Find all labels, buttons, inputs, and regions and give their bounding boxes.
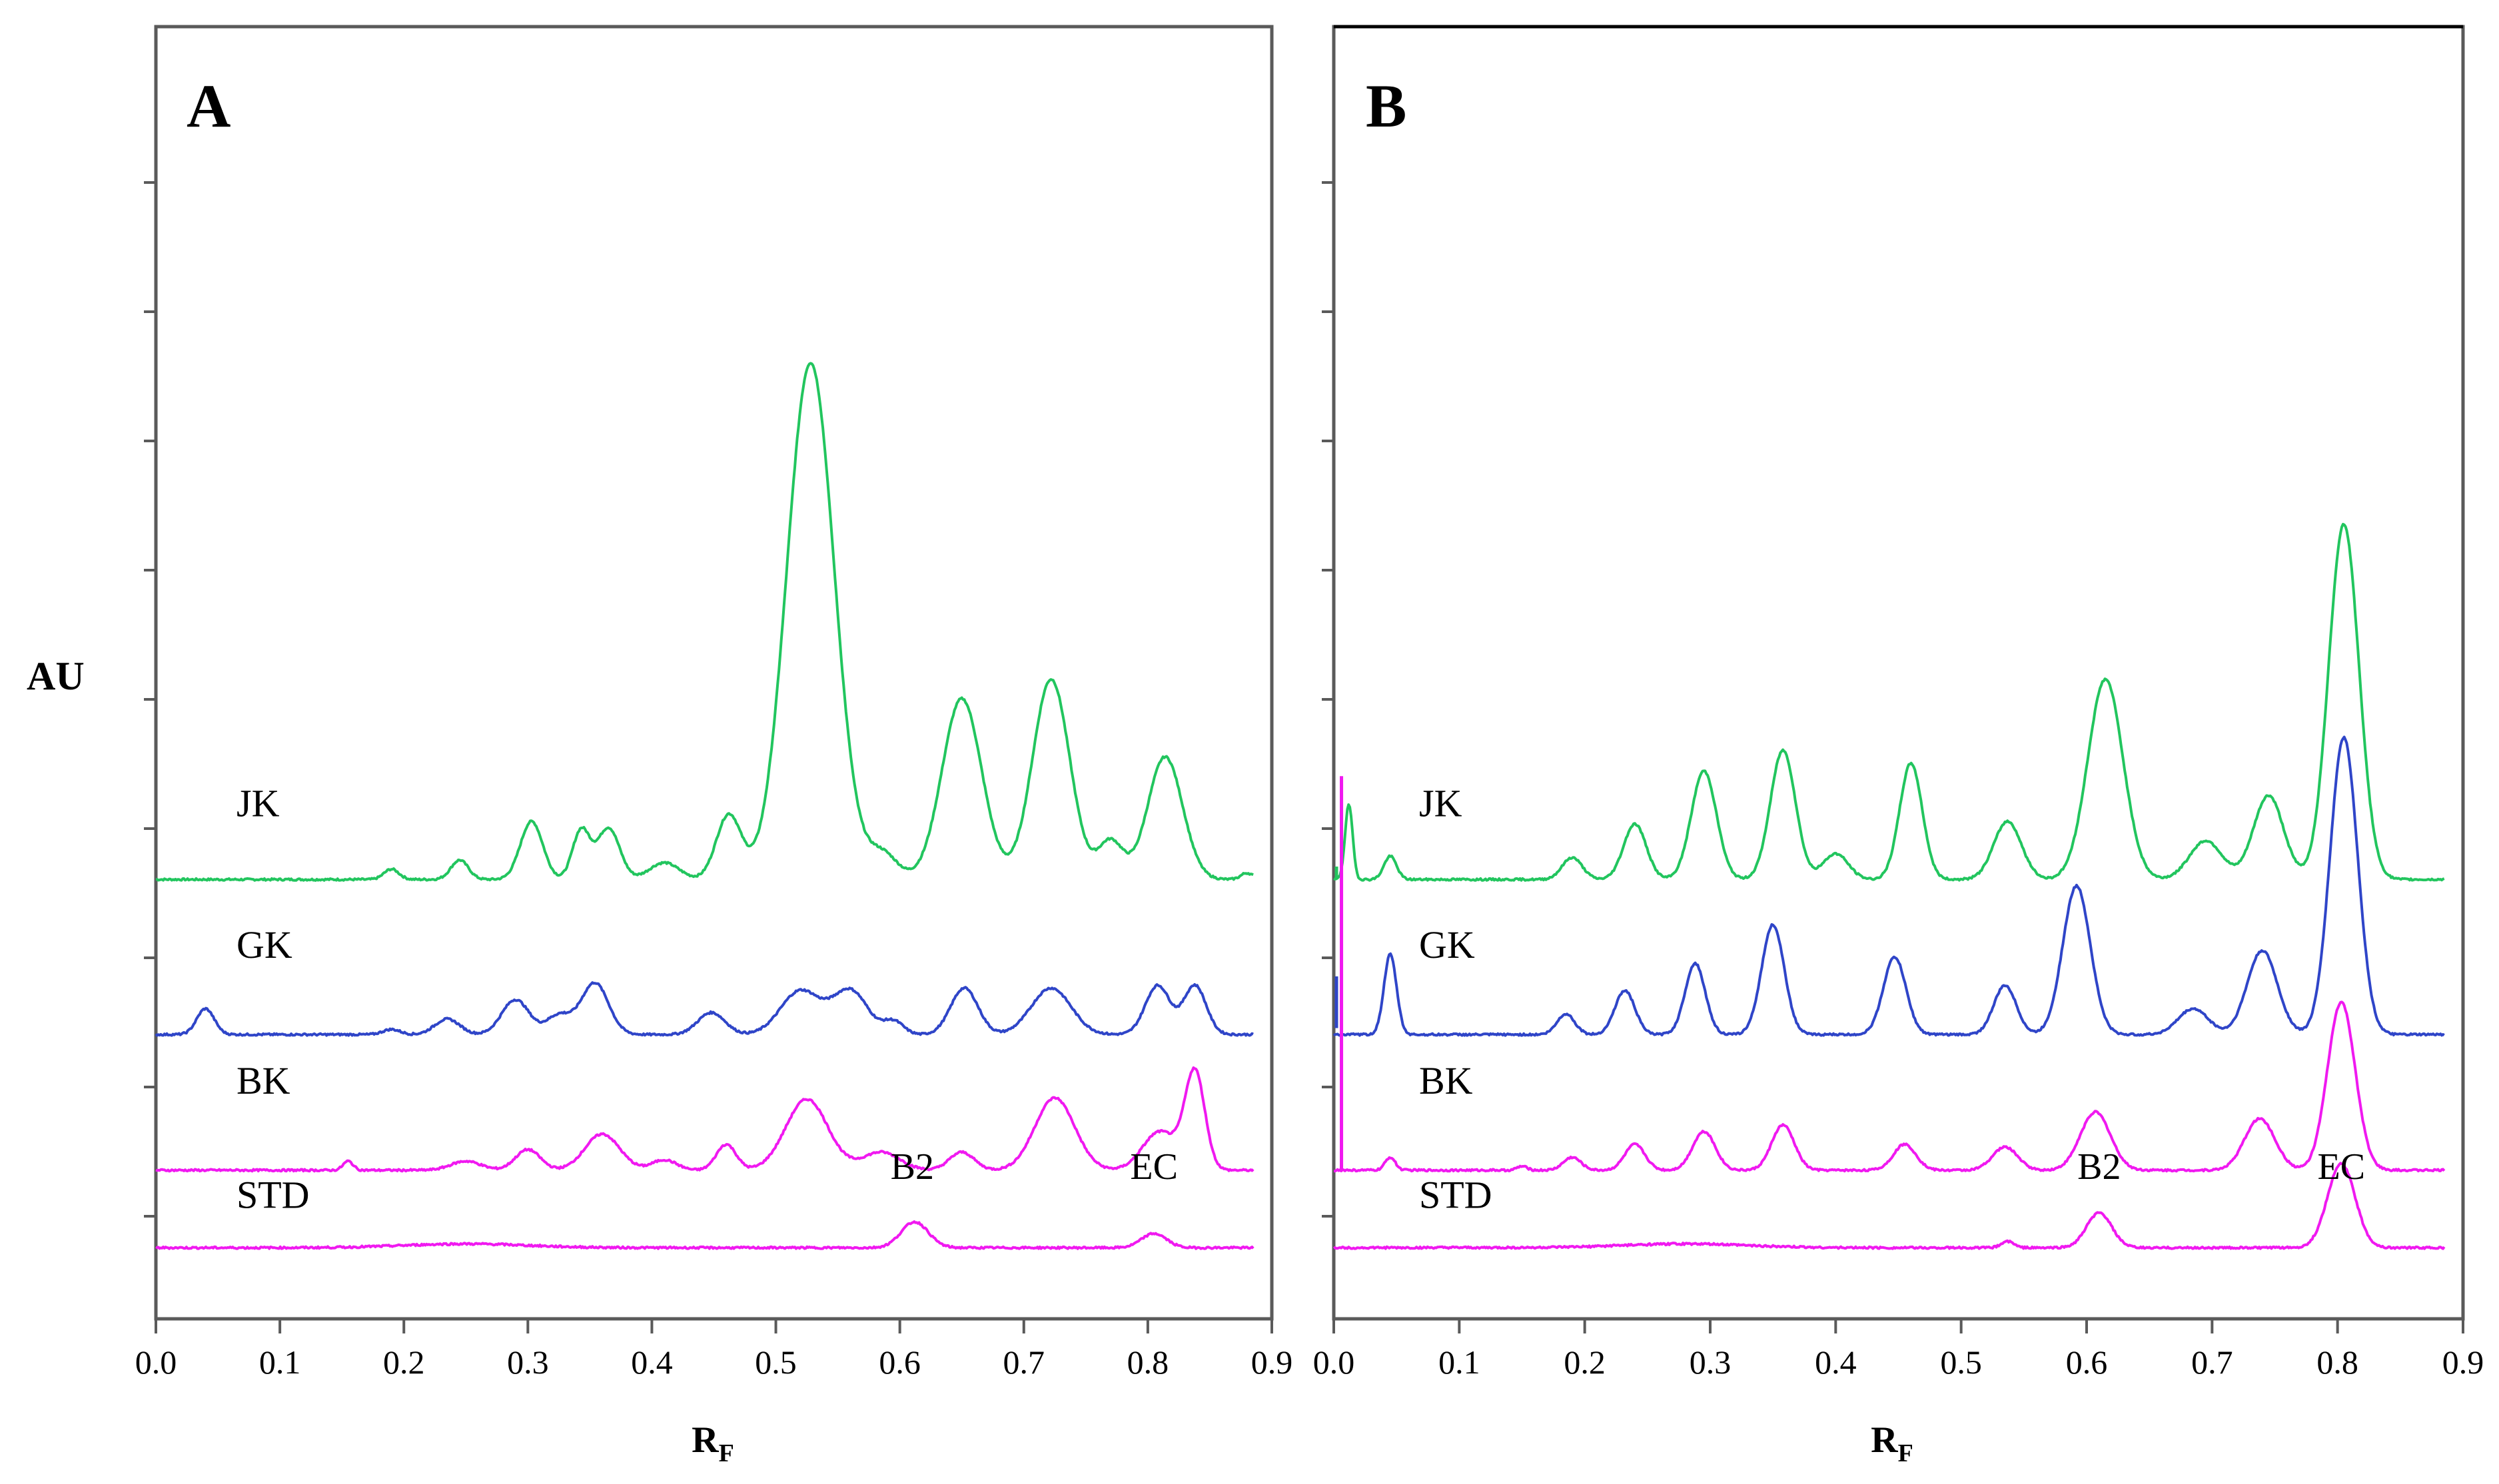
panel-a-frame [154,25,1274,1321]
panel-a-series [155,362,1254,1250]
panel-b: B 0.0 0.1 0.2 0.3 0.4 0.5 0.6 0.7 0.8 0.9 JK GK BK S… [1313,25,2484,1467]
series-label-gk: GK [1419,923,1475,966]
series-line-jk [155,362,1254,882]
panel-a-title: A [187,72,231,140]
series-label-bk: BK [1419,1059,1473,1102]
x-tick-label: 0.5 [755,1343,797,1381]
x-tick-label: 0.4 [1815,1343,1857,1381]
x-tick-label: 0.1 [259,1343,301,1381]
panel-b-x-axis-label: RF [1871,1419,1913,1467]
panel-b-series [1332,523,2446,1250]
x-tick-label: 0.5 [1940,1343,1982,1381]
x-tick-label: 0.7 [1003,1343,1045,1381]
panel-a-x-ticks: 0.0 0.1 0.2 0.3 0.4 0.5 0.6 0.7 0.8 0.9 [135,181,1293,1381]
series-line-std [1332,1162,2446,1250]
series-label-jk: JK [1419,781,1462,825]
x-tick-label: 0.9 [2442,1343,2484,1381]
series-line-std [155,1220,1254,1250]
series-label-bk: BK [237,1059,290,1102]
x-tick-label: 0.6 [2066,1343,2108,1381]
series-label-jk: JK [237,781,280,825]
series-line-jk [1333,523,2445,882]
annotation-ec: EC [2318,1146,2366,1188]
series-line-bk [155,1066,1254,1173]
panel-b-x-ticks: 0.0 0.1 0.2 0.3 0.4 0.5 0.6 0.7 0.8 0.9 [1313,181,2484,1381]
panel-b-annotations: B2 EC [2077,1146,2365,1188]
x-tick-label: 0.0 [1313,1343,1355,1381]
x-tick-label: 0.9 [1251,1343,1293,1381]
series-label-gk: GK [237,923,292,966]
series-label-std: STD [237,1173,310,1216]
x-tick-label: 0.7 [2191,1343,2233,1381]
y-axis-label: AU [27,654,85,698]
series-line-bk [1333,1000,2446,1173]
x-tick-label: 0.3 [507,1343,549,1381]
x-tick-label: 0.3 [1690,1343,1732,1381]
series-label-std: STD [1419,1173,1492,1216]
x-tick-label: 0.4 [631,1343,673,1381]
panel-b-series-labels: JK GK BK STD [1419,781,1492,1216]
panel-a-annotations: B2 EC [891,1146,1178,1188]
x-tick-label: 0.1 [1438,1343,1480,1381]
series-line-gk [155,981,1254,1037]
annotation-b2: B2 [891,1146,934,1188]
x-tick-label: 0.8 [1127,1343,1169,1381]
panel-a: A 0.0 0.1 0.2 0.3 0.4 0.5 0.6 0.7 0.8 0.9 JK GK BK S… [135,25,1293,1467]
annotation-b2: B2 [2077,1146,2121,1188]
panel-a-series-labels: JK GK BK STD [237,781,310,1216]
x-tick-label: 0.0 [135,1343,177,1381]
panel-b-title: B [1366,72,1406,140]
x-tick-label: 0.6 [879,1343,921,1381]
x-tick-label: 0.8 [2316,1343,2358,1381]
x-tick-label: 0.2 [383,1343,425,1381]
series-line-gk [1332,735,2445,1037]
panel-a-x-axis-label: RF [692,1419,734,1467]
x-tick-label: 0.2 [1564,1343,1606,1381]
annotation-ec: EC [1130,1146,1178,1188]
